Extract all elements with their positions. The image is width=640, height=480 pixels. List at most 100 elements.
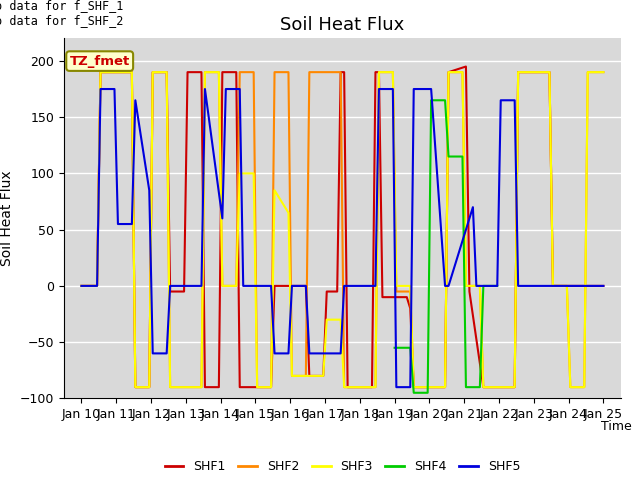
Text: No data for f_SHF_1
No data for f_SHF_2: No data for f_SHF_1 No data for f_SHF_2 (0, 0, 123, 27)
SHF2 (340, 384, 348, 390)
SHF1 (462, 64, 470, 70)
SHF3 (215, 69, 223, 75)
SHF2 (145, 384, 153, 390)
SHF3 (515, 69, 522, 75)
SHF4 (493, 283, 501, 289)
SHF5 (549, 283, 557, 289)
Line: SHF4: SHF4 (395, 100, 497, 393)
SHF3 (250, 170, 257, 176)
SHF1 (232, 69, 240, 75)
SHF3 (476, 283, 484, 289)
SHF5 (445, 283, 452, 289)
SHF3 (340, 384, 348, 390)
SHF5 (469, 204, 477, 210)
SHF2 (305, 69, 313, 75)
SHF5 (424, 86, 431, 92)
SHF1 (149, 69, 157, 75)
SHF2 (600, 69, 607, 75)
SHF5 (285, 350, 292, 356)
SHF3 (441, 384, 449, 390)
SHF5 (410, 86, 417, 92)
SHF1 (323, 288, 331, 294)
SHF3 (218, 283, 226, 289)
SHF3 (511, 384, 518, 390)
Text: TZ_fmet: TZ_fmet (70, 55, 130, 68)
SHF1 (511, 384, 518, 390)
SHF5 (268, 283, 275, 289)
SHF5 (218, 216, 226, 221)
SHF5 (392, 384, 400, 390)
SHF5 (111, 86, 118, 92)
SHF3 (563, 283, 571, 289)
SHF2 (389, 69, 397, 75)
SHF3 (149, 69, 157, 75)
SHF2 (479, 384, 487, 390)
SHF5 (511, 97, 518, 103)
SHF5 (472, 283, 480, 289)
SHF2 (441, 384, 449, 390)
SHF2 (445, 69, 452, 75)
SHF3 (375, 69, 383, 75)
SHF2 (268, 384, 275, 390)
SHF2 (285, 69, 292, 75)
SHF1 (77, 283, 85, 289)
SHF1 (184, 69, 191, 75)
SHF1 (465, 288, 473, 294)
SHF2 (215, 69, 223, 75)
SHF3 (163, 69, 170, 75)
SHF2 (598, 69, 605, 75)
SHF5 (271, 350, 278, 356)
SHF3 (319, 373, 327, 379)
SHF2 (166, 384, 174, 390)
SHF2 (218, 283, 226, 289)
SHF5 (163, 350, 170, 356)
SHF5 (337, 350, 344, 356)
SHF1 (145, 384, 153, 390)
SHF4 (424, 390, 431, 396)
SHF3 (566, 384, 574, 390)
SHF2 (410, 384, 417, 390)
SHF5 (375, 86, 383, 92)
SHF1 (166, 288, 174, 294)
SHF3 (323, 317, 331, 323)
SHF1 (549, 283, 557, 289)
SHF1 (319, 373, 327, 379)
SHF3 (131, 384, 139, 390)
SHF1 (180, 288, 188, 294)
SHF2 (97, 69, 104, 75)
SHF4 (459, 154, 467, 159)
SHF3 (372, 384, 380, 390)
SHF2 (406, 288, 414, 294)
SHF2 (253, 384, 261, 390)
SHF1 (198, 69, 205, 75)
SHF4 (441, 97, 449, 103)
SHF2 (580, 384, 588, 390)
SHF3 (128, 69, 136, 75)
SHF2 (372, 384, 380, 390)
SHF1 (344, 384, 351, 390)
SHF5 (201, 86, 209, 92)
SHF3 (288, 373, 296, 379)
SHF2 (584, 69, 591, 75)
SHF2 (392, 288, 400, 294)
SHF3 (600, 69, 607, 75)
X-axis label: Time: Time (601, 420, 632, 433)
SHF2 (337, 69, 344, 75)
SHF3 (166, 384, 174, 390)
SHF5 (302, 283, 310, 289)
SHF3 (584, 69, 591, 75)
SHF1 (375, 69, 383, 75)
SHF5 (372, 283, 380, 289)
SHF1 (268, 384, 275, 390)
SHF3 (462, 283, 470, 289)
SHF5 (406, 384, 414, 390)
SHF2 (476, 283, 484, 289)
SHF1 (215, 384, 223, 390)
SHF1 (305, 373, 313, 379)
Title: Soil Heat Flux: Soil Heat Flux (280, 16, 404, 34)
SHF3 (271, 187, 278, 193)
Line: SHF2: SHF2 (81, 72, 604, 387)
SHF3 (97, 69, 104, 75)
SHF5 (198, 283, 205, 289)
SHF3 (392, 283, 400, 289)
